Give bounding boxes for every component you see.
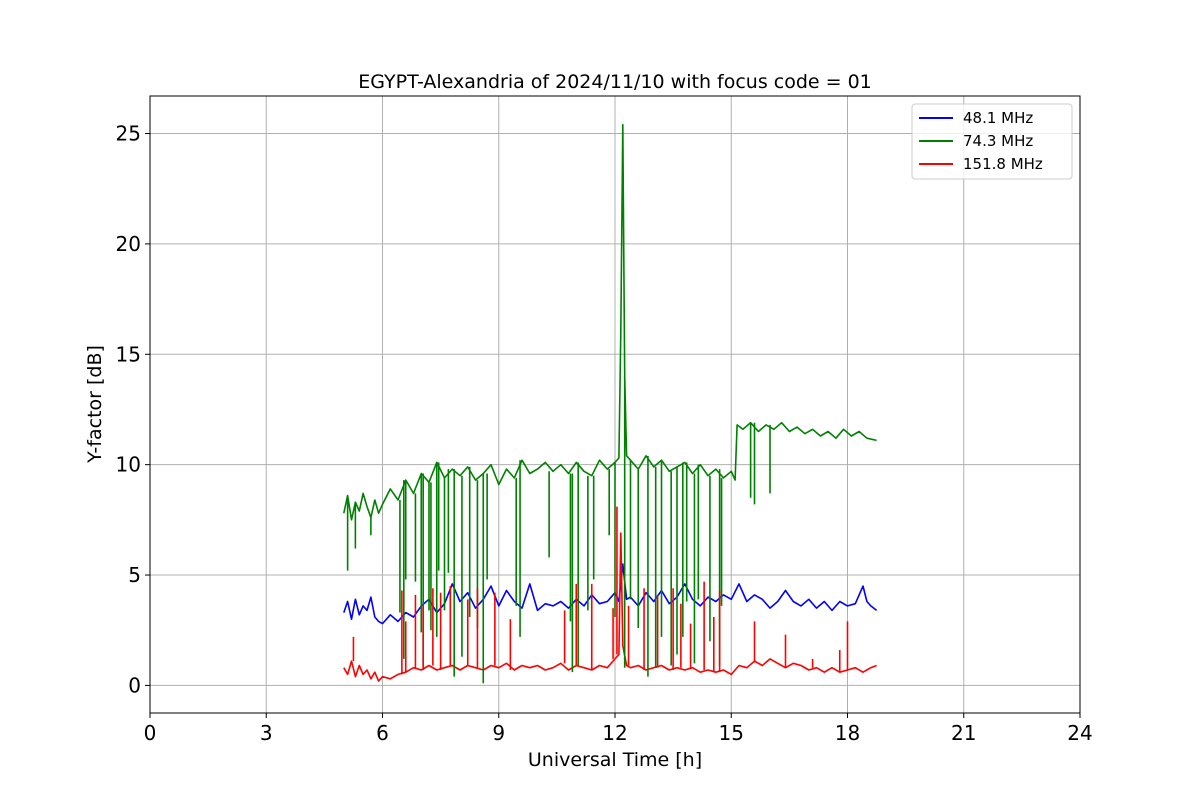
- y-tick-label: 5: [128, 563, 141, 587]
- chart-title: EGYPT-Alexandria of 2024/11/10 with focu…: [358, 71, 872, 93]
- legend-label-151-8-mhz: 151.8 MHz: [963, 155, 1043, 173]
- plot-lines: [343, 123, 878, 684]
- x-tick-label: 9: [492, 721, 505, 745]
- legend-label-48-1-mhz: 48.1 MHz: [963, 109, 1033, 127]
- x-tick-label: 18: [835, 721, 860, 745]
- x-tick-label: 12: [602, 721, 627, 745]
- y-tick-label: 20: [116, 232, 141, 256]
- series-line-74-3-mhz: [343, 123, 877, 521]
- legend-label-74-3-mhz: 74.3 MHz: [963, 132, 1033, 150]
- y-tick-label: 25: [116, 122, 141, 146]
- y-tick-label: 0: [128, 673, 141, 697]
- ticks: 0 3 6 9 12 15 18 21 24 0 5 10 15 20 25: [116, 122, 1093, 745]
- x-tick-label: 21: [951, 721, 976, 745]
- y-tick-label: 10: [116, 453, 141, 477]
- y-axis-label: Y-factor [dB]: [84, 345, 106, 464]
- x-tick-label: 24: [1067, 721, 1092, 745]
- x-tick-label: 15: [719, 721, 744, 745]
- series-line-151-8-mhz: [343, 532, 877, 682]
- x-tick-label: 3: [260, 721, 273, 745]
- x-tick-label: 0: [144, 721, 157, 745]
- y-tick-label: 15: [116, 342, 141, 366]
- x-tick-label: 6: [376, 721, 389, 745]
- x-axis-label: Universal Time [h]: [528, 749, 702, 771]
- legend-box: [911, 103, 1073, 180]
- legend: 48.1 MHz 74.3 MHz 151.8 MHz: [911, 103, 1073, 180]
